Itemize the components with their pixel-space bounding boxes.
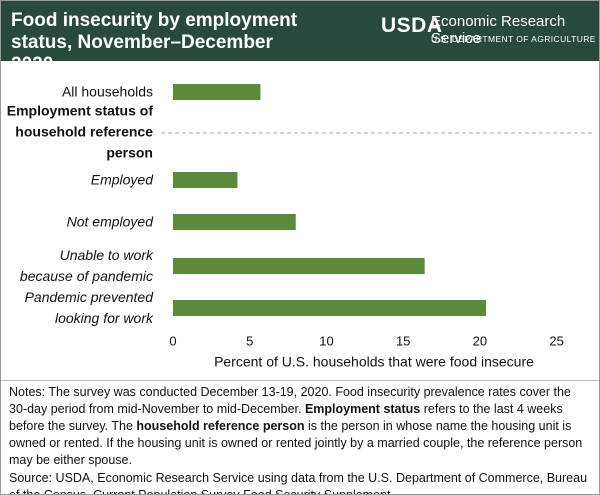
note-segment: refers to the last 4 weeks before the su… — [9, 402, 563, 433]
category-label: Unable to work because of pandemic — [19, 247, 153, 284]
note-segment: Employment status — [304, 402, 421, 416]
bar — [173, 258, 425, 274]
notes: Notes: The survey was conducted December… — [1, 380, 599, 495]
x-tick-label: 5 — [246, 333, 253, 348]
category-label: Pandemic prevented looking for work — [24, 289, 153, 326]
category-label: Employed — [90, 171, 153, 188]
x-tick-label: 0 — [169, 333, 176, 348]
x-tick-label: 20 — [473, 333, 487, 348]
note-segment: is the person in whose name the housing … — [9, 419, 583, 467]
department-name: U.S. DEPARTMENT OF AGRICULTURE — [431, 34, 596, 44]
bar — [173, 84, 261, 100]
agency-name: Economic Research Service — [431, 13, 566, 47]
x-axis-label: Percent of U.S. households that were foo… — [214, 354, 534, 370]
bar — [173, 172, 238, 188]
note-segment: Notes: The survey was conducted December… — [9, 385, 571, 416]
logo: USDA — [381, 14, 443, 37]
header: Food insecurity by employment status, No… — [1, 1, 599, 75]
category-label: Not employed — [66, 213, 153, 230]
category-label: All households — [61, 83, 153, 100]
chart-title: Food insecurity by employment status, No… — [11, 10, 298, 75]
bar — [173, 214, 296, 230]
note-segment: household reference person — [136, 419, 305, 433]
x-tick-label: 25 — [549, 333, 563, 348]
group-label: Employment status of household reference… — [6, 102, 153, 161]
note-text: Notes: The survey was conducted December… — [9, 384, 591, 469]
chart: 0 5 10 15 20 25 Percent of U.S. households tha… — [1, 61, 599, 381]
x-tick-label: 10 — [319, 333, 333, 348]
plot: 0 5 10 15 20 25 Percent of U.S. households tha… — [161, 84, 593, 370]
bar — [173, 300, 487, 316]
x-tick-label: 15 — [396, 333, 410, 348]
source: Source: USDA, Economic Research Service … — [9, 471, 588, 495]
